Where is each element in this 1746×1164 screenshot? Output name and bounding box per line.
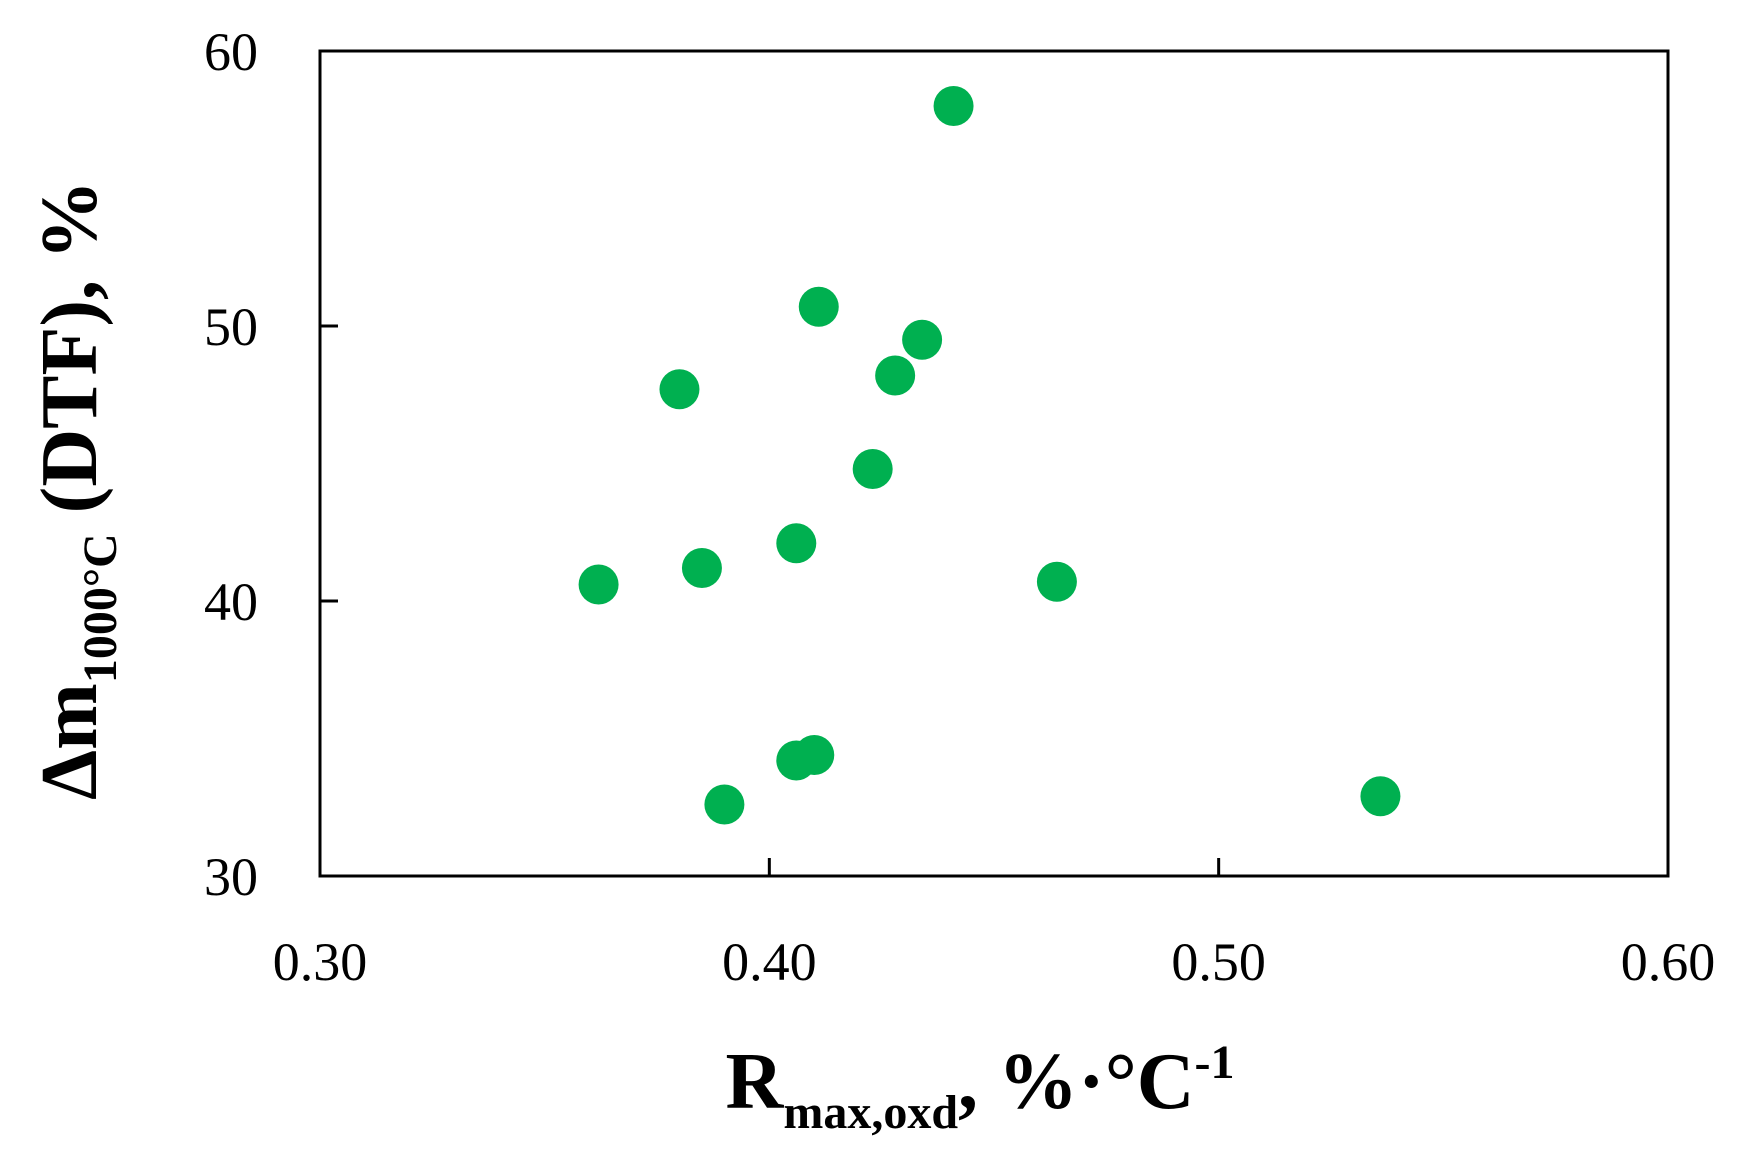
data-point [875, 355, 916, 396]
data-point [659, 369, 700, 410]
x-axis-label: Rmax,oxd, %·°C-1 [726, 1036, 1235, 1139]
x-tick-label: 0.30 [273, 932, 368, 992]
x-axis-label-main: R [726, 1038, 785, 1126]
y-axis-label-main: Δm [26, 683, 114, 800]
y-tick-label: 30 [204, 847, 258, 907]
data-point [1360, 776, 1401, 817]
data-point [1036, 561, 1077, 602]
y-axis-label: Δm1000°C (DTF), % [26, 180, 127, 800]
data-point [852, 449, 893, 489]
plot-area: 0.30 0.40 0.50 0.60 30 40 50 60 [204, 22, 1715, 992]
data-point [902, 319, 943, 360]
data-points [578, 86, 1401, 825]
x-tick-label: 0.40 [722, 932, 817, 992]
data-point [933, 86, 974, 126]
x-axis-label-tail: , %·°C [958, 1038, 1194, 1126]
y-tick-label: 50 [204, 297, 258, 357]
data-point [578, 564, 619, 605]
y-tick-label: 60 [204, 22, 258, 82]
plot-frame [318, 49, 1670, 878]
x-axis: 0.30 0.40 0.50 0.60 [273, 858, 1716, 992]
data-point [704, 784, 745, 825]
x-tick-label: 0.60 [1621, 932, 1716, 992]
y-tick-label: 40 [204, 572, 258, 632]
x-axis-label-superscript: -1 [1194, 1036, 1234, 1089]
data-point [681, 548, 722, 588]
y-axis-label-tail: (DTF), % [26, 180, 114, 533]
y-axis: 30 40 50 60 [204, 22, 338, 907]
data-point [776, 523, 817, 564]
x-axis-label-subscript: max,oxd [783, 1086, 958, 1139]
data-point [794, 735, 835, 775]
data-point [798, 286, 839, 327]
y-axis-label-subscript: 1000°C [74, 533, 127, 683]
x-tick-label: 0.50 [1171, 932, 1266, 992]
